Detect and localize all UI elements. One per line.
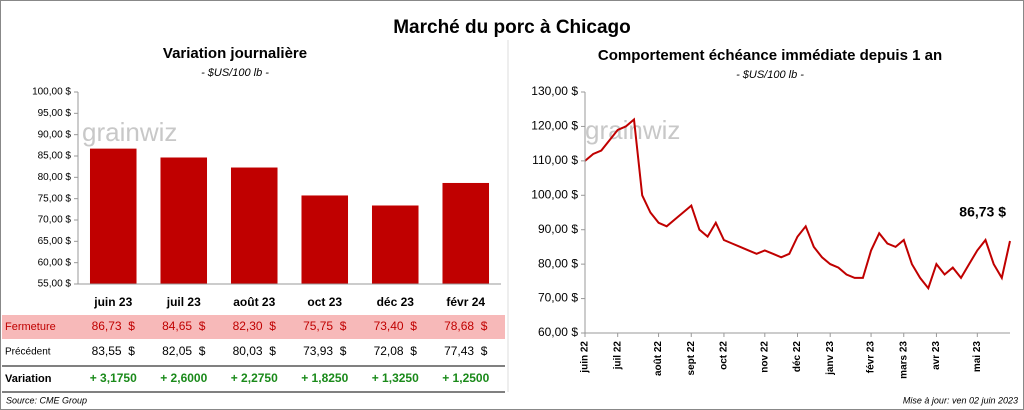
y-tick-label: 70,00 $ — [538, 291, 578, 305]
x-tick-label: juin 23 — [93, 295, 132, 309]
y-tick-label: 90,00 $ — [538, 222, 578, 236]
table-cell: 73,40 $ — [374, 319, 418, 333]
y-tick-label: 90,00 $ — [38, 129, 72, 140]
table-cell: + 1,3250 — [372, 371, 419, 385]
table-cell: + 2,6000 — [160, 371, 207, 385]
bar — [89, 148, 137, 284]
table-cell: + 2,2750 — [231, 371, 278, 385]
table-cell: 86,73 $ — [92, 319, 136, 333]
source: Source: CME Group — [6, 395, 87, 405]
x-tick-label: déc 22 — [792, 341, 803, 373]
y-tick-label: 75,00 $ — [38, 193, 72, 204]
y-tick-label: 85,00 $ — [38, 151, 72, 162]
y-tick-label: 60,00 $ — [538, 325, 578, 339]
x-tick-label: sept 22 — [686, 341, 697, 376]
row-label: Fermeture — [5, 321, 56, 333]
y-tick-label: 65,00 $ — [38, 236, 72, 247]
chart-title: Variation journalière — [163, 45, 307, 62]
x-tick-label: mai 23 — [972, 341, 983, 373]
y-tick-label: 95,00 $ — [38, 108, 72, 119]
bar — [442, 182, 490, 284]
table-cell: 72,08 $ — [374, 344, 418, 358]
x-tick-label: nov 22 — [759, 341, 770, 373]
table-cell: 77,43 $ — [444, 344, 488, 358]
table-cell: 80,03 $ — [233, 344, 277, 358]
y-tick-label: 130,00 $ — [531, 84, 578, 98]
x-tick-label: janv 23 — [825, 341, 836, 376]
chart-title: Comportement échéance immédiate depuis 1… — [598, 47, 942, 64]
y-tick-label: 110,00 $ — [532, 153, 578, 167]
bar — [371, 205, 419, 284]
table-cell: 82,05 $ — [162, 344, 206, 358]
bar — [230, 167, 278, 284]
table-cell: 75,75 $ — [303, 319, 347, 333]
x-tick-label: oct 22 — [719, 341, 730, 370]
watermark: grainwiz — [82, 117, 177, 147]
bar — [301, 195, 349, 284]
x-tick-label: févr 23 — [866, 341, 877, 374]
y-tick-label: 55,00 $ — [38, 279, 72, 290]
table-cell: + 1,2500 — [442, 371, 489, 385]
table-cell: + 3,1750 — [90, 371, 137, 385]
table-cell: 83,55 $ — [92, 344, 136, 358]
x-tick-label: oct 23 — [307, 295, 342, 309]
updated: Mise à jour: ven 02 juin 2023 — [903, 395, 1018, 405]
x-tick-label: août 22 — [653, 341, 664, 376]
row-label: Précédent — [5, 347, 51, 358]
y-tick-label: 120,00 $ — [531, 119, 578, 133]
x-tick-label: juil 23 — [166, 295, 201, 309]
chart-subtitle: - $US/100 lb - — [736, 69, 804, 81]
x-tick-label: juin 22 — [580, 341, 591, 374]
y-tick-label: 80,00 $ — [538, 256, 578, 270]
table-cell: + 1,8250 — [301, 371, 348, 385]
value-annotation: 86,73 $ — [959, 204, 1006, 220]
y-tick-label: 100,00 $ — [531, 187, 578, 201]
table-cell: 84,65 $ — [162, 319, 206, 333]
x-tick-label: avr 23 — [931, 341, 942, 370]
bar — [160, 157, 208, 284]
row-label: Variation — [5, 373, 52, 385]
table-cell: 78,68 $ — [444, 319, 488, 333]
main-title: Marché du porc à Chicago — [393, 17, 631, 38]
x-tick-label: mars 23 — [898, 341, 909, 379]
y-tick-label: 80,00 $ — [38, 172, 72, 183]
x-tick-label: août 23 — [233, 295, 275, 309]
table-cell: 82,30 $ — [233, 319, 277, 333]
y-tick-label: 60,00 $ — [38, 257, 72, 268]
y-tick-label: 70,00 $ — [38, 215, 72, 226]
table-cell: 73,93 $ — [303, 344, 347, 358]
x-tick-label: juil 22 — [612, 341, 623, 371]
row-highlight — [2, 315, 505, 339]
y-tick-label: 100,00 $ — [32, 87, 71, 98]
price-line — [584, 117, 1011, 291]
x-tick-label: déc 23 — [377, 295, 415, 309]
x-tick-label: févr 24 — [446, 295, 485, 309]
chart-subtitle: - $US/100 lb - — [201, 67, 269, 79]
